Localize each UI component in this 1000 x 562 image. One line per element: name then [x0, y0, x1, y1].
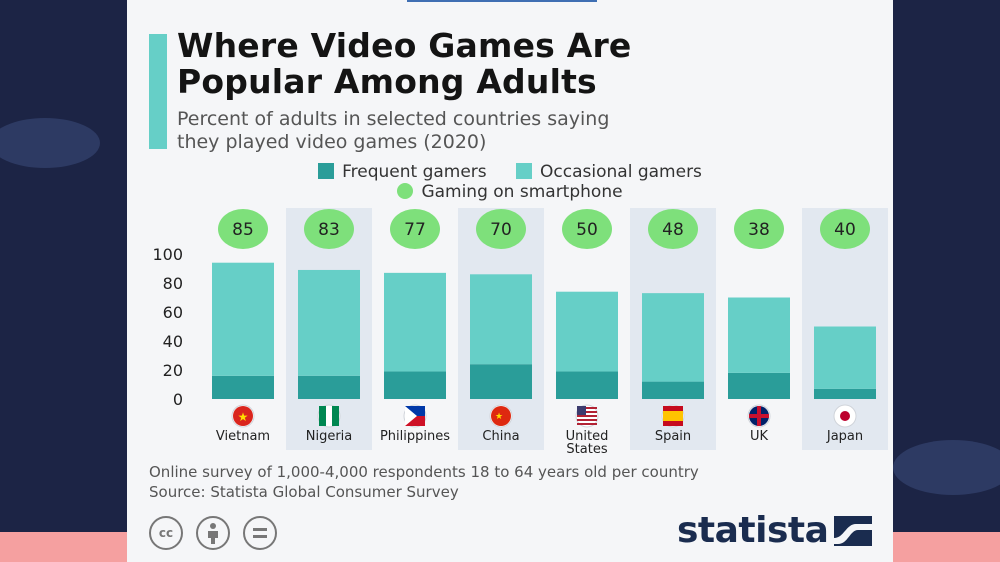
nigeria-flag-right [332, 406, 339, 426]
us-flag-stripe-2 [577, 415, 597, 417]
x-tick-label-china: China [482, 429, 519, 444]
y-tick-label-0: 0 [173, 390, 183, 409]
japan-flag-disc [840, 411, 850, 421]
legend-row-1: Frequent gamers Occasional gamers [127, 162, 893, 182]
china-flag-field [491, 406, 511, 426]
bar-frequent-gamers-japan [814, 388, 876, 399]
y-tick-label-20: 20 [163, 361, 183, 380]
bar-frequent-gamers-china [470, 364, 532, 399]
background-band-right [893, 532, 1000, 562]
attribution-icon [196, 516, 231, 550]
source-note: Source: Statista Global Consumer Survey [149, 483, 459, 501]
bar-occasional-gamers-nigeria [298, 269, 360, 376]
x-tick-label-vietnam: Vietnam [216, 429, 270, 444]
smartphone-value-vietnam: 85 [232, 220, 254, 240]
bar-frequent-gamers-spain [642, 381, 704, 399]
x-tick-label-uk: UK [750, 429, 769, 444]
bar-frequent-gamers-uk [728, 372, 790, 399]
footnote: Online survey of 1,000-4,000 respondents… [149, 463, 699, 481]
smartphone-value-china: 70 [490, 220, 512, 240]
bar-chart: 0 20 40 60 80 100 85 Vietnam 83 Nigeria 77 Philippi… [152, 208, 888, 457]
bar-occasional-gamers-spain [642, 293, 704, 382]
title-accent-bar [149, 34, 167, 149]
us-flag-stripe-0 [577, 407, 597, 409]
us-flag-stripe-1 [577, 411, 597, 413]
philippines-flag-bottom [405, 416, 425, 426]
us-flag-canton [577, 406, 586, 415]
bar-frequent-gamers-vietnam [212, 375, 274, 399]
top-strip [407, 0, 597, 2]
title-line-1: Where Video Games Are [177, 26, 632, 65]
y-tick-label-100: 100 [152, 245, 183, 264]
legend-swatch-frequent [318, 163, 335, 179]
legend-item-frequent: Frequent gamers [318, 162, 487, 182]
x-tick-label-philippines: Philippines [380, 429, 450, 444]
china-flag-star: ★ [495, 412, 503, 422]
legend-swatch-smartphone [397, 183, 414, 199]
smartphone-circle-spain [648, 209, 698, 249]
philippines-flag-triangle [405, 406, 417, 426]
uk-flag-cross-v [757, 406, 761, 426]
smartphone-circle-china [476, 209, 526, 249]
legend-row-2: Gaming on smartphone [127, 182, 893, 202]
background-cloud-right [893, 440, 1000, 495]
bar-occasional-gamers-uk [728, 297, 790, 373]
background-cloud-left [0, 118, 100, 168]
statista-logo-icon [834, 516, 872, 546]
title-line-2: Popular Among Adults [177, 62, 597, 101]
statista-logo-text: statista [677, 510, 829, 551]
y-tick-label-80: 80 [163, 274, 183, 293]
bar-frequent-gamers-philippines [384, 371, 446, 399]
smartphone-circle-philippines [390, 209, 440, 249]
smartphone-value-spain: 48 [662, 220, 684, 240]
x-tick-label-united-states-line-2: States [566, 442, 607, 457]
x-tick-label-united-states: United [566, 429, 609, 444]
chart-subtitle: Percent of adults in selected countries … [177, 108, 877, 154]
us-flag-stripe-3 [577, 419, 597, 421]
bar-occasional-gamers-united-states [556, 291, 618, 372]
bar-frequent-gamers-nigeria [298, 375, 360, 399]
legend-label-smartphone: Gaming on smartphone [421, 182, 623, 202]
cc-icon: cc [149, 516, 183, 550]
smartphone-value-nigeria: 83 [318, 220, 340, 240]
bar-frequent-gamers-united-states [556, 371, 618, 399]
us-flag-stripe-4 [577, 423, 597, 425]
infographic-card: Where Video Games Are Popular Among Adul… [127, 0, 893, 562]
x-tick-label-nigeria: Nigeria [306, 429, 353, 444]
subtitle-line-1: Percent of adults in selected countries … [177, 108, 610, 130]
license-icons: cc [149, 516, 285, 550]
y-tick-label-40: 40 [163, 332, 183, 351]
bar-occasional-gamers-japan [814, 326, 876, 389]
background-band-left [0, 532, 127, 562]
nigeria-flag-left [319, 406, 326, 426]
smartphone-circle-united-states [562, 209, 612, 249]
no-derivatives-icon [243, 516, 278, 550]
chart-title: Where Video Games Are Popular Among Adul… [177, 28, 877, 100]
smartphone-value-united-states: 50 [576, 220, 598, 240]
bar-occasional-gamers-vietnam [212, 262, 274, 376]
vietnam-flag-field [233, 406, 253, 426]
smartphone-value-philippines: 77 [404, 220, 426, 240]
smartphone-circle-nigeria [304, 209, 354, 249]
x-tick-label-japan: Japan [826, 429, 863, 444]
legend-item-smartphone: Gaming on smartphone [397, 182, 623, 202]
x-tick-label-spain: Spain [655, 429, 691, 444]
smartphone-value-uk: 38 [748, 220, 770, 240]
spain-flag-yellow [663, 411, 683, 421]
legend-label-frequent: Frequent gamers [342, 162, 487, 182]
legend-label-occasional: Occasional gamers [540, 162, 702, 182]
smartphone-circle-vietnam [218, 209, 268, 249]
bar-occasional-gamers-philippines [384, 272, 446, 372]
smartphone-circle-japan [820, 209, 870, 249]
bar-occasional-gamers-china [470, 274, 532, 365]
legend-swatch-occasional [516, 163, 533, 179]
y-tick-label-60: 60 [163, 303, 183, 322]
smartphone-circle-uk [734, 209, 784, 249]
legend-item-occasional: Occasional gamers [516, 162, 702, 182]
philippines-flag-top [405, 406, 425, 416]
vietnam-flag-star: ★ [238, 410, 249, 424]
smartphone-value-japan: 40 [834, 220, 856, 240]
subtitle-line-2: they played video games (2020) [177, 131, 487, 153]
